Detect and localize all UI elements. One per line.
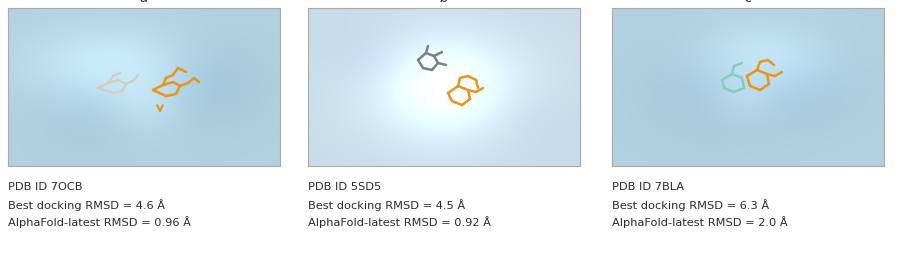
Text: c: c [744, 0, 752, 5]
Text: AlphaFold-latest RMSD = 2.0 Å: AlphaFold-latest RMSD = 2.0 Å [612, 216, 788, 228]
Text: AlphaFold-latest RMSD = 0.92 Å: AlphaFold-latest RMSD = 0.92 Å [308, 216, 490, 228]
Text: PDB ID 7OCB: PDB ID 7OCB [8, 182, 83, 192]
Text: AlphaFold-latest RMSD = 0.96 Å: AlphaFold-latest RMSD = 0.96 Å [8, 216, 191, 228]
Text: Best docking RMSD = 4.6 Å: Best docking RMSD = 4.6 Å [8, 199, 165, 211]
Text: PDB ID 7BLA: PDB ID 7BLA [612, 182, 684, 192]
Text: PDB ID 5SD5: PDB ID 5SD5 [308, 182, 382, 192]
Text: Best docking RMSD = 4.5 Å: Best docking RMSD = 4.5 Å [308, 199, 465, 211]
Text: Best docking RMSD = 6.3 Å: Best docking RMSD = 6.3 Å [612, 199, 770, 211]
Text: a: a [140, 0, 148, 5]
Text: b: b [439, 0, 448, 5]
